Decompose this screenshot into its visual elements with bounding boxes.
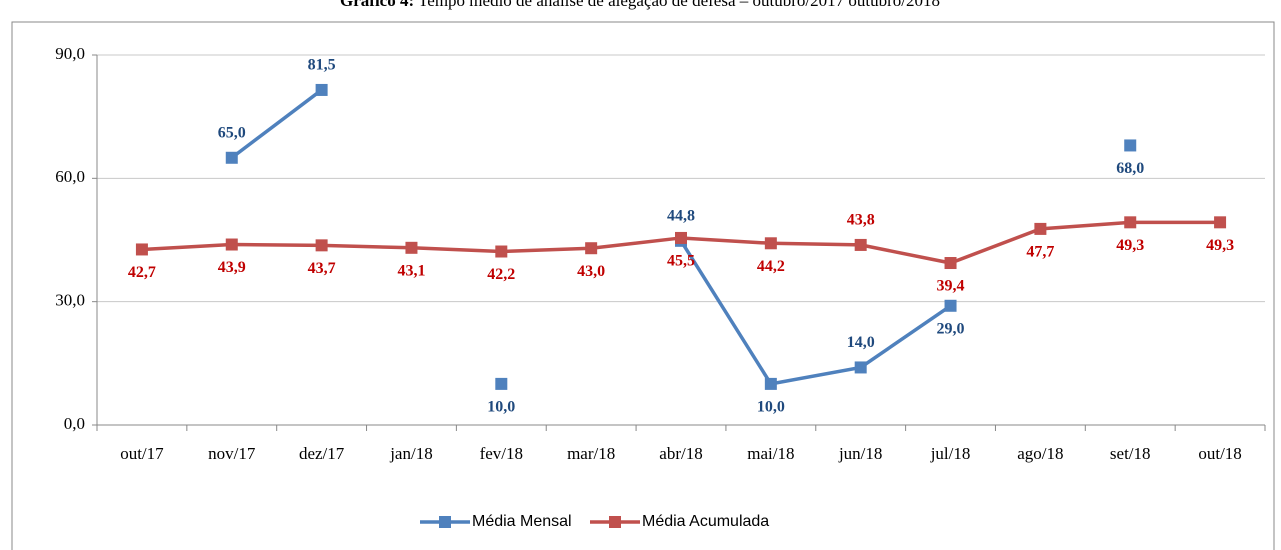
data-label: 14,0 [847, 334, 875, 351]
data-label: 29,0 [937, 320, 965, 337]
marker [1124, 216, 1137, 229]
x-tick-label: out/17 [120, 444, 164, 463]
marker [764, 237, 777, 250]
data-label: 43,1 [397, 262, 425, 279]
x-tick-label: mar/18 [567, 444, 615, 463]
marker [764, 377, 777, 390]
data-label: 43,0 [577, 263, 605, 280]
x-tick-label: out/18 [1198, 444, 1241, 463]
data-label: 43,7 [308, 260, 336, 277]
chart-border [11, 21, 1275, 550]
data-label: 68,0 [1116, 160, 1144, 177]
legend-label: Média Acumulada [642, 513, 769, 530]
marker [1034, 222, 1047, 235]
y-tick-label: 0,0 [64, 414, 85, 433]
data-label: 47,7 [1026, 244, 1054, 261]
legend-marker [609, 516, 621, 528]
marker [944, 257, 957, 270]
data-label: 43,9 [218, 259, 246, 276]
data-label: 42,2 [487, 266, 515, 283]
y-tick-label: 30,0 [55, 291, 85, 310]
marker [315, 83, 328, 96]
data-label: 45,5 [667, 253, 695, 270]
data-label: 81,5 [308, 57, 336, 74]
marker [675, 231, 687, 244]
data-label: 49,3 [1116, 237, 1144, 254]
data-label: 65,0 [218, 124, 246, 141]
legend-marker [439, 516, 451, 528]
title-text: Tempo médio de análise de alegação de de… [418, 0, 940, 10]
marker [495, 377, 508, 390]
y-tick-label: 90,0 [55, 44, 85, 63]
marker [495, 245, 508, 258]
marker [225, 238, 238, 251]
x-tick-label: ago/18 [1017, 444, 1063, 463]
data-label: 42,7 [128, 264, 156, 281]
x-tick-label: abr/18 [659, 444, 702, 463]
x-tick-label: jun/18 [838, 444, 882, 463]
y-tick-label: 60,0 [55, 167, 85, 186]
x-tick-label: dez/17 [299, 444, 345, 463]
marker [405, 241, 418, 254]
marker [854, 361, 867, 374]
data-label: 39,4 [937, 278, 965, 295]
marker [1214, 216, 1227, 229]
marker [854, 238, 867, 251]
marker [1124, 139, 1137, 152]
data-label: 10,0 [487, 399, 515, 416]
legend-label: Média Mensal [472, 513, 572, 530]
x-tick-label: nov/17 [208, 444, 256, 463]
marker [585, 242, 598, 255]
chart-title: Gráfico 4: Tempo médio de análise de ale… [340, 0, 940, 10]
x-tick-label: set/18 [1110, 444, 1151, 463]
x-tick-label: jul/18 [930, 444, 971, 463]
x-tick-label: mai/18 [747, 444, 794, 463]
marker [944, 299, 957, 312]
data-label: 43,8 [847, 212, 875, 229]
data-label: 10,0 [757, 399, 785, 416]
x-tick-label: jan/18 [389, 444, 433, 463]
data-label: 44,8 [667, 207, 695, 224]
x-tick-label: fev/18 [480, 444, 523, 463]
data-label: 44,2 [757, 258, 785, 275]
data-label: 49,3 [1206, 237, 1234, 254]
marker [225, 151, 238, 164]
title-label: Gráfico 4: [340, 0, 414, 10]
marker [135, 243, 148, 256]
marker [315, 239, 328, 252]
